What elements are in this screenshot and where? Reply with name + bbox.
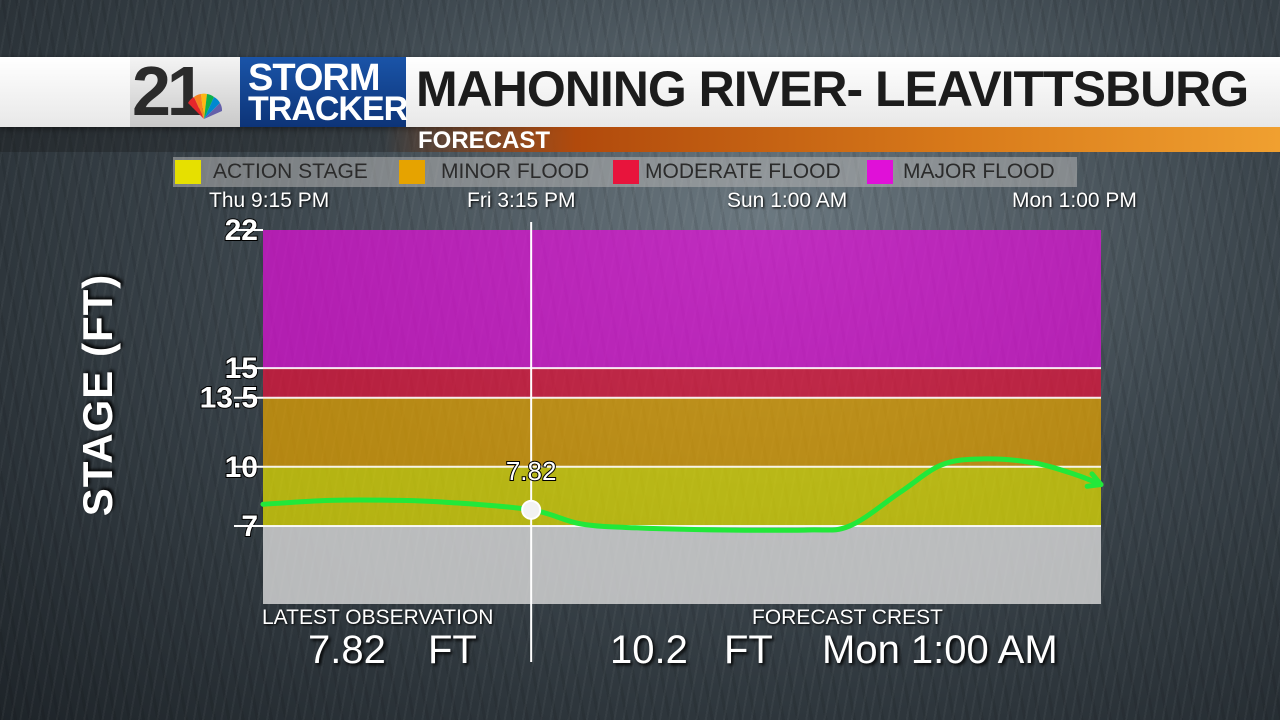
y-tick-label: 13.5 [200,382,258,415]
crest-title: FORECAST CREST [752,606,943,629]
band-action-stage [263,466,1101,526]
time-label-3: Sun 1:00 AM [727,189,848,212]
crest-value: 10.2 [610,628,688,672]
legend-swatch-major [867,160,893,184]
legend-label-minor: MINOR FLOOD [441,160,590,183]
logo-wordmark: STORM TRACKER [240,57,408,128]
legend-label-moderate: MODERATE FLOOD [645,160,841,183]
y-tick-label: 15 [225,352,258,385]
time-label-2: Fri 3:15 PM [467,189,576,212]
observation-point-label: 7.82 [506,456,557,486]
logo-line-1: STORM [248,57,381,99]
subtitle-label: FORECAST [418,127,550,154]
observation-value: 7.82 [308,628,386,672]
legend-swatch-moderate [613,160,639,184]
observation-title: LATEST OBSERVATION [262,606,494,629]
legend-swatch-action [175,160,201,184]
series-line [260,456,1104,533]
observation-point [521,499,542,520]
chart-legend: ACTION STAGE MINOR FLOOD MODERATE FLOOD … [173,157,1077,187]
page-title: MAHONING RIVER- LEAVITTSBURG [416,61,1249,117]
legend-label-action: ACTION STAGE [213,160,368,183]
legend-swatch-minor [399,160,425,184]
band-moderate-flood [263,368,1101,398]
logo-line-2: TRACKER [248,90,408,128]
time-label-4: Mon 1:00 PM [1012,189,1137,212]
observation-unit: FT [428,628,477,672]
logo-number-block: 21 [130,52,240,130]
legend-label-major: MAJOR FLOOD [903,160,1055,183]
crest-unit: FT [724,628,773,672]
station-logo: 21 STORM TRACKER [130,52,408,130]
peacock-icon [188,93,223,119]
subtitle-bar [0,127,1280,152]
series-arrow [1084,471,1104,489]
band-minor-flood [263,397,1101,467]
band-major-flood [263,230,1101,369]
logo-number: 21 [132,52,206,130]
time-label-1: Thu 9:15 PM [209,189,330,212]
crest-time: Mon 1:00 AM [822,628,1058,672]
band-normal [263,526,1101,604]
